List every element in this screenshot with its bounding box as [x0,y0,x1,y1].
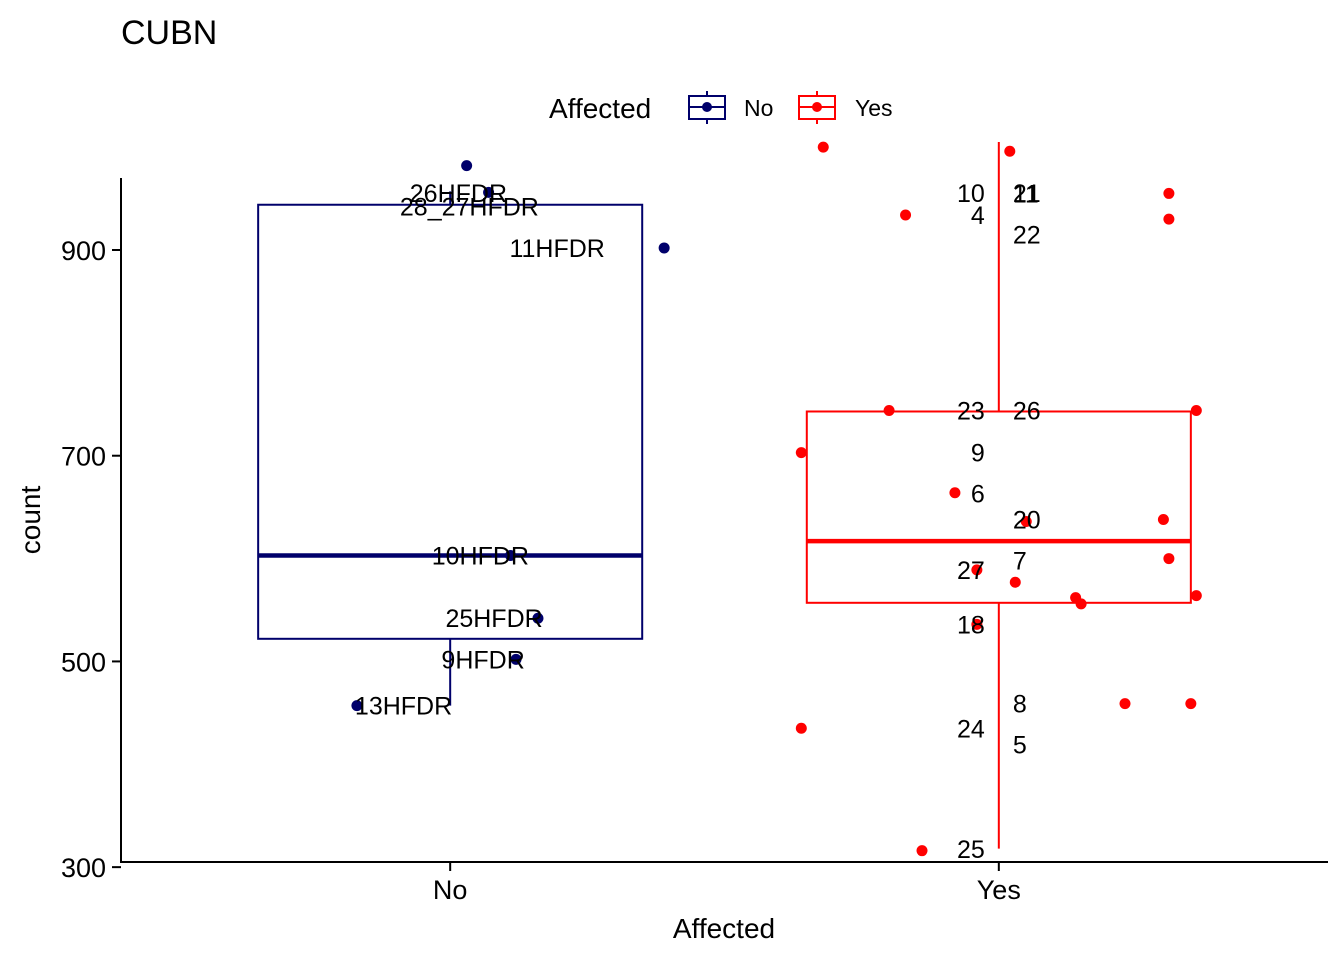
point-yes [1004,145,1016,157]
point-yes [1190,590,1202,602]
point-label-yes: 7 [1013,547,1027,575]
legend: Affected No Yes [549,91,893,124]
y-tick-label: 500 [61,647,106,677]
point-yes [1163,553,1175,565]
point-no [532,612,544,624]
point-label-yes: 18 [957,611,985,639]
point-label-yes: 27 [957,557,985,585]
point-label-yes: 8 [1013,691,1027,719]
legend-key-yes-point [812,102,822,112]
point-label-yes: 4 [971,202,985,230]
point-label-yes: 6 [971,481,985,509]
point-no [658,242,670,254]
point-yes [971,618,983,630]
point-yes [883,404,895,416]
x-tick-label: Yes [977,875,1021,905]
point-label-yes: 20 [1013,506,1041,534]
point-yes [1190,404,1202,416]
point-label-no: 28_27HFDR [400,194,539,222]
point-yes [1119,698,1131,710]
point-label-yes: 21 [1013,180,1041,208]
legend-key-no-point [702,102,712,112]
x-axis-title: Affected [673,913,775,944]
point-label-no: 10HFDR [432,542,529,570]
point-label-yes: 26 [1013,397,1041,425]
point-yes [949,487,961,499]
point-yes [971,564,983,576]
y-axis: 300 500 700 900 [61,236,121,883]
point-label-no: 9HFDR [441,646,524,674]
point-no [351,700,363,712]
x-axis: No Yes [433,862,1021,905]
point-label-no: 11HFDR [509,235,604,263]
point-yes [1163,187,1175,199]
point-label-yes: 11 [1013,180,1039,208]
point-label-no: 26HFDR [410,180,507,208]
point-label-yes: 10 [957,180,985,208]
point-no [483,186,495,198]
point-yes [1075,598,1087,610]
point-label-yes: 9 [971,440,985,468]
chart-title: CUBN [121,14,217,52]
point-label-no: 25HFDR [445,605,542,633]
point-yes [1163,213,1175,225]
point-label-yes: 23 [957,397,985,425]
legend-label-yes: Yes [855,95,893,121]
point-no [510,653,522,665]
point-label-no: 13HFDR [355,693,452,721]
point-yes [1185,698,1197,710]
point-label-yes: 25 [957,836,985,864]
y-tick-label: 700 [61,442,106,472]
y-axis-title: count [15,486,46,555]
point-yes [916,845,928,857]
legend-label-no: No [744,95,773,121]
legend-key-no [688,91,726,124]
y-tick-label: 900 [61,236,106,266]
point-label-yes: 22 [1013,221,1041,249]
point-no [505,549,517,561]
point-label-yes: 5 [1013,732,1027,760]
point-yes [795,447,807,459]
legend-title: Affected [549,93,651,124]
box-no [257,203,644,640]
y-tick-label: 300 [61,853,106,883]
point-yes [795,722,807,734]
point-yes [1009,576,1021,588]
point-yes [900,209,912,221]
point-yes [817,141,829,153]
x-tick-label: No [433,875,468,905]
point-label-yes: 24 [957,715,985,743]
legend-key-yes [798,91,836,124]
point-yes [1020,516,1032,528]
point-yes [1157,513,1169,525]
box-yes [805,410,1192,604]
point-no [461,160,473,172]
